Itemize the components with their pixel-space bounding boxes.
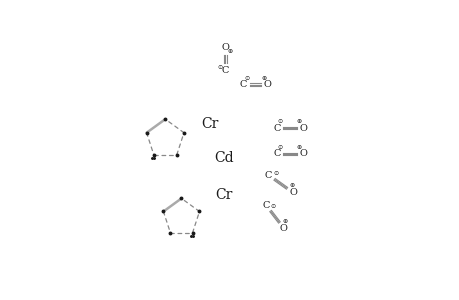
Text: ⊕: ⊕ <box>261 76 266 80</box>
Text: Cd: Cd <box>214 152 234 165</box>
Text: O: O <box>299 149 307 158</box>
Text: ⊕: ⊕ <box>289 183 294 188</box>
Text: ⊙: ⊙ <box>277 119 283 124</box>
Text: ⊙: ⊙ <box>273 171 278 176</box>
Text: O: O <box>299 124 307 133</box>
Text: ⊙: ⊙ <box>277 145 283 150</box>
Text: C: C <box>273 124 280 133</box>
Text: C: C <box>264 171 272 180</box>
Text: ⊙: ⊙ <box>217 65 223 70</box>
Text: O: O <box>263 80 271 89</box>
Text: Cr: Cr <box>201 117 218 131</box>
Text: ⊙: ⊙ <box>270 204 275 209</box>
Text: ⊕: ⊕ <box>227 49 233 54</box>
Text: O: O <box>288 188 297 197</box>
Text: O: O <box>280 224 287 233</box>
Text: O: O <box>221 43 229 52</box>
Text: ⊕: ⊕ <box>296 119 302 124</box>
Text: C: C <box>221 66 229 75</box>
Text: C: C <box>240 80 247 89</box>
Text: C: C <box>262 201 269 210</box>
Text: C: C <box>273 149 280 158</box>
Text: Cr: Cr <box>215 188 232 203</box>
Text: ⊕: ⊕ <box>296 145 302 150</box>
Text: ⊕: ⊕ <box>281 219 287 224</box>
Text: ⊙: ⊙ <box>244 76 249 80</box>
